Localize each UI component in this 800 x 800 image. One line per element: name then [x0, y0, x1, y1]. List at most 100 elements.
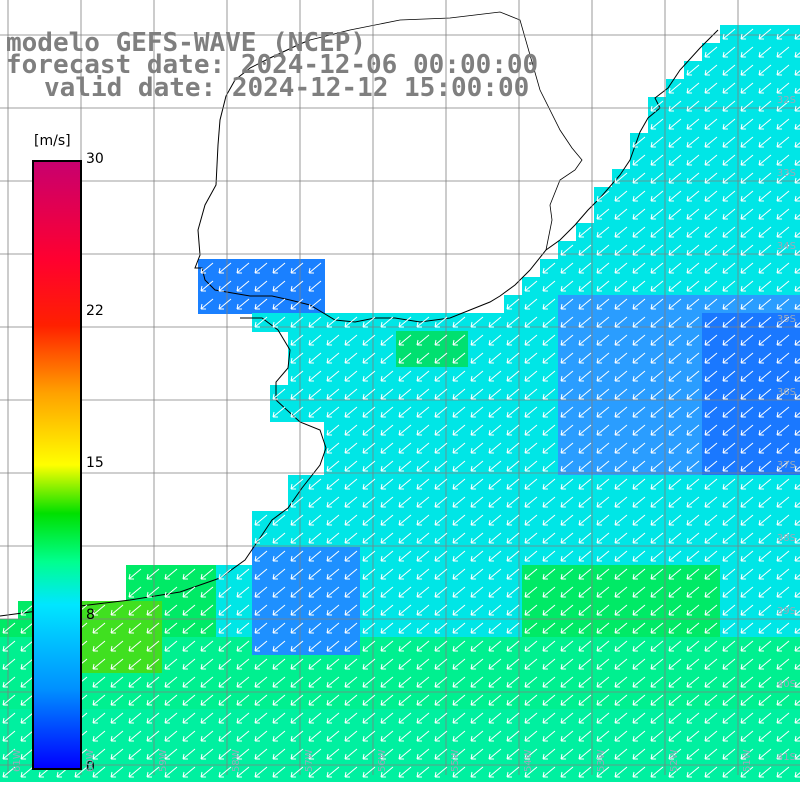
wind-arrow [722, 748, 736, 760]
wind-speed-cell [612, 421, 631, 440]
wind-speed-cell [612, 223, 631, 242]
wind-speed-cell [432, 745, 451, 764]
wind-speed-cell [252, 601, 271, 620]
wind-arrow [218, 280, 232, 292]
wind-speed-cell [126, 745, 145, 764]
wind-arrow [704, 298, 718, 310]
wind-speed-cell [648, 763, 667, 782]
wind-speed-cell [756, 439, 775, 458]
wind-speed-cell [594, 349, 613, 368]
wind-arrow [740, 748, 754, 760]
wind-arrow [416, 658, 430, 670]
wind-arrow [632, 352, 646, 364]
wind-arrow [650, 748, 664, 760]
wind-speed-cell [306, 727, 325, 746]
wind-arrow [524, 532, 538, 544]
wind-arrow [686, 298, 700, 310]
wind-speed-cell [144, 709, 163, 728]
wind-arrow [758, 478, 772, 490]
wind-arrow [452, 550, 466, 562]
wind-speed-cell [198, 763, 217, 782]
wind-arrow [632, 298, 646, 310]
wind-arrow [362, 478, 376, 490]
wind-arrow [740, 694, 754, 706]
wind-speed-cell [774, 61, 793, 80]
wind-arrow [128, 658, 142, 670]
wind-arrow [650, 532, 664, 544]
wind-speed-cell [360, 529, 379, 548]
wind-speed-cell [630, 223, 649, 242]
wind-arrow [308, 316, 322, 328]
latitude-label: 34S [776, 241, 796, 252]
wind-arrow [560, 766, 574, 778]
wind-arrow [434, 406, 448, 418]
wind-arrow [794, 105, 800, 112]
wind-arrow [632, 514, 646, 526]
wind-speed-cell [630, 493, 649, 512]
wind-speed-cell [234, 673, 253, 692]
wind-arrow [776, 568, 790, 580]
wind-arrow [398, 568, 412, 580]
wind-speed-cell [594, 421, 613, 440]
wind-arrow [740, 568, 754, 580]
wind-arrow [488, 748, 502, 760]
wind-arrow [146, 694, 160, 706]
wind-arrow [722, 568, 736, 580]
wind-speed-cell [198, 745, 217, 764]
wind-arrow [398, 658, 412, 670]
wind-arrow [272, 748, 286, 760]
wind-speed-cell [234, 619, 253, 638]
wind-speed-cell [666, 511, 685, 530]
wind-arrow [110, 730, 124, 742]
wind-speed-cell [450, 529, 469, 548]
wind-arrow [218, 766, 232, 778]
wind-arrow [776, 226, 790, 238]
wind-arrow [614, 316, 628, 328]
wind-speed-cell [666, 349, 685, 368]
wind-arrow [668, 712, 682, 724]
wind-speed-cell [774, 187, 793, 206]
wind-arrow [704, 766, 718, 778]
wind-arrow [686, 532, 700, 544]
wind-speed-cell [198, 691, 217, 710]
wind-arrow [290, 568, 304, 580]
wind-speed-cell [756, 79, 775, 98]
wind-arrow [344, 316, 358, 328]
wind-arrow [740, 766, 754, 778]
wind-speed-cell [486, 619, 505, 638]
wind-speed-cell [702, 313, 721, 332]
wind-speed-cell [630, 331, 649, 350]
wind-speed-cell [288, 565, 307, 584]
wind-arrow [344, 622, 358, 634]
wind-arrow [578, 262, 592, 274]
wind-speed-cell [180, 745, 199, 764]
wind-arrow [560, 640, 574, 652]
wind-arrow [164, 730, 178, 742]
wind-arrow [758, 154, 772, 166]
wind-arrow [380, 730, 394, 742]
wind-speed-cell [630, 637, 649, 656]
wind-speed-cell [738, 565, 757, 584]
wind-speed-cell [594, 493, 613, 512]
wind-arrow [686, 748, 700, 760]
wind-speed-cell [522, 277, 541, 296]
wind-arrow [470, 622, 484, 634]
wind-arrow [218, 622, 232, 634]
wind-arrow [596, 586, 610, 598]
wind-arrow [578, 442, 592, 454]
wind-arrow [362, 766, 376, 778]
wind-arrow [470, 352, 484, 364]
wind-arrow [254, 694, 268, 706]
wind-arrow [704, 604, 718, 616]
wind-speed-cell [450, 511, 469, 530]
wind-speed-cell [702, 115, 721, 134]
wind-arrow [794, 519, 800, 526]
wind-speed-cell [450, 547, 469, 566]
wind-speed-cell [666, 241, 685, 260]
wind-arrow [632, 190, 646, 202]
wind-arrow [632, 226, 646, 238]
wind-arrow [326, 460, 340, 472]
wind-speed-cell [288, 673, 307, 692]
wind-speed-cell [378, 349, 397, 368]
wind-speed-cell [594, 691, 613, 710]
